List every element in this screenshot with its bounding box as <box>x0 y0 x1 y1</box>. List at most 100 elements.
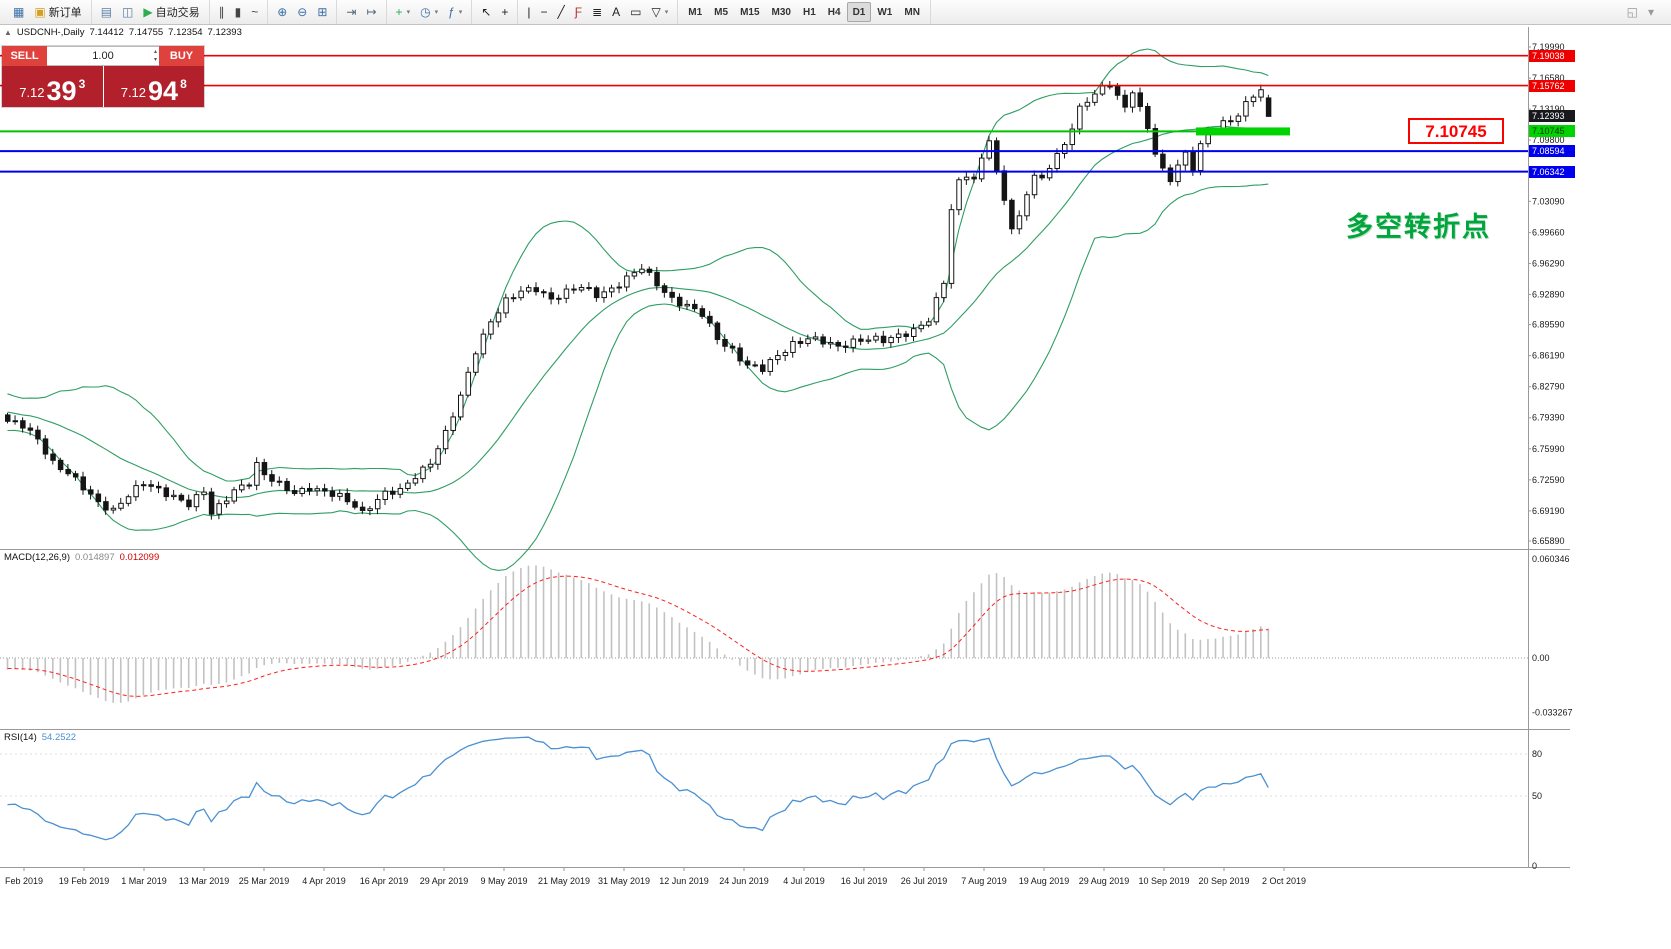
fibonacci-icon-glyph: Ƒ <box>574 5 583 19</box>
crosshair-icon[interactable]: + <box>496 2 513 22</box>
svg-text:0.00: 0.00 <box>1532 653 1550 663</box>
chart-canvas[interactable]: 7.19990 7.16580 7.13190 7.09800 7.06400 7.030… <box>0 25 1671 949</box>
thick-segment-7.10745[interactable] <box>1196 127 1290 136</box>
tf-m15[interactable]: M15 <box>734 2 765 22</box>
app-icon[interactable]: ▦ <box>8 2 29 22</box>
toolbar-group-timeframes: M1 M5 M15 M30 H1 H4 D1 W1 MN <box>678 0 931 24</box>
svg-text:29 Aug 2019: 29 Aug 2019 <box>1079 876 1130 886</box>
tf-m1[interactable]: M1 <box>682 2 708 22</box>
auto-scroll-icon[interactable]: ⇥ <box>341 2 361 22</box>
text-icon[interactable]: A <box>607 2 625 22</box>
overflow-icon[interactable]: ▾ <box>1643 2 1659 22</box>
candlestick-icon[interactable]: ▮ <box>230 2 247 22</box>
zoom-out-icon[interactable]: ⊖ <box>292 2 312 22</box>
arrows-icon[interactable]: ▽ ▾ <box>647 2 674 22</box>
tf-m15-label: M15 <box>740 6 760 18</box>
zoom-in-icon-glyph: ⊕ <box>277 5 288 19</box>
svg-text:50: 50 <box>1532 791 1542 801</box>
svg-text:0: 0 <box>1532 861 1537 871</box>
one-click-trading-widget: SELL 1.00 ▴ ▾ BUY 7.12 39 3 <box>2 46 204 107</box>
app-icon-glyph: ▦ <box>13 5 25 19</box>
new-order-button-label: 新订单 <box>48 7 82 19</box>
svg-text:2 Oct 2019: 2 Oct 2019 <box>1262 876 1306 886</box>
profiles-icon[interactable]: ◫ <box>117 2 138 22</box>
toolbar-group-zoom: ⊕ ⊖ ⊞ <box>268 0 338 24</box>
charts-bar-icon[interactable]: ▤ <box>96 2 117 22</box>
new-chart-button-glyph: + <box>395 5 403 19</box>
tile-windows-icon-glyph: ⊞ <box>317 5 328 19</box>
equidistant-channel-icon[interactable]: ≣ <box>587 2 607 22</box>
bollinger-middle-band <box>7 125 1269 499</box>
buy-button[interactable]: BUY <box>159 46 204 66</box>
auto-trading-button[interactable]: ▶ 自动交易 <box>138 2 204 22</box>
auto-trading-button-label: 自动交易 <box>155 7 200 19</box>
tf-m5-label: M5 <box>714 6 729 18</box>
sell-button[interactable]: SELL <box>2 46 47 66</box>
docking-icon-glyph: ◱ <box>1626 5 1638 19</box>
sell-price[interactable]: 7.12 39 3 <box>2 66 103 107</box>
macd-signal-line <box>7 575 1269 697</box>
new-order-button[interactable]: ▣ 新订单 <box>29 2 86 22</box>
indicators-icon-glyph: ƒ <box>448 5 455 19</box>
svg-text:16 Jul 2019: 16 Jul 2019 <box>841 876 888 886</box>
bar-chart-icon[interactable]: ∥ <box>214 2 230 22</box>
svg-text:16 Apr 2019: 16 Apr 2019 <box>360 876 409 886</box>
tf-h1[interactable]: H1 <box>797 2 822 22</box>
tf-mn[interactable]: MN <box>898 2 926 22</box>
toolbar-group-draw: | − ╱ Ƒ ≣ A ▭ ▽ ▾ <box>518 0 679 24</box>
horizontal-line-icon-glyph: − <box>540 5 548 19</box>
buy-price[interactable]: 7.12 94 8 <box>103 66 204 107</box>
text-label-icon[interactable]: ▭ <box>625 2 646 22</box>
vertical-line-icon-glyph: | <box>527 5 531 19</box>
svg-text:12 Jun 2019: 12 Jun 2019 <box>659 876 709 886</box>
indicators-icon-dropdown[interactable]: ▾ <box>458 9 463 16</box>
period-icon-dropdown[interactable]: ▾ <box>434 9 439 16</box>
new-chart-button[interactable]: + ▾ <box>391 2 416 22</box>
svg-text:6.89590: 6.89590 <box>1532 320 1565 330</box>
svg-text:80: 80 <box>1532 749 1542 759</box>
tf-h4[interactable]: H4 <box>822 2 847 22</box>
arrows-icon-dropdown[interactable]: ▾ <box>664 9 669 16</box>
chart-shift-icon[interactable]: ↦ <box>361 2 381 22</box>
chart-annotation-text[interactable]: 多空转折点 <box>1346 212 1491 242</box>
svg-text:24 Jun 2019: 24 Jun 2019 <box>719 876 769 886</box>
volume-input[interactable]: 1.00 ▴ ▾ <box>47 46 159 66</box>
docking-icon[interactable]: ◱ <box>1622 2 1643 22</box>
support-level-callout[interactable]: 7.10745 <box>1408 118 1504 144</box>
horizontal-line-icon[interactable]: − <box>535 2 552 22</box>
period-icon-glyph: ◷ <box>420 5 431 19</box>
tile-windows-icon[interactable]: ⊞ <box>312 2 332 22</box>
toolbar-group-file: ▦ ▣ 新订单 <box>4 0 92 24</box>
period-icon[interactable]: ◷ ▾ <box>415 2 443 22</box>
tf-m1-label: M1 <box>688 6 703 18</box>
vertical-line-icon[interactable]: | <box>522 2 535 22</box>
chart-region[interactable]: 7.19990 7.16580 7.13190 7.09800 7.06400 7.030… <box>0 25 1671 949</box>
volume-down-button[interactable]: ▾ <box>153 57 157 63</box>
svg-text:25 Mar 2019: 25 Mar 2019 <box>239 876 290 886</box>
tf-w1[interactable]: W1 <box>871 2 898 22</box>
rsi-line <box>7 736 1269 841</box>
tf-m30[interactable]: M30 <box>766 2 797 22</box>
tf-d1[interactable]: D1 <box>846 2 872 22</box>
buy-price-pips: 94 <box>148 76 179 107</box>
volume-up-button[interactable]: ▴ <box>153 49 157 55</box>
zoom-in-icon[interactable]: ⊕ <box>272 2 292 22</box>
auto-trading-button-glyph: ▶ <box>143 5 153 19</box>
indicators-icon[interactable]: ƒ ▾ <box>443 2 467 22</box>
fibonacci-icon[interactable]: Ƒ <box>570 2 587 22</box>
tf-m5[interactable]: M5 <box>708 2 734 22</box>
trendline-icon[interactable]: ╱ <box>553 2 570 22</box>
crosshair-icon-glyph: + <box>501 5 509 19</box>
tf-d1-label: D1 <box>852 6 866 18</box>
svg-text:7.13190: 7.13190 <box>1532 104 1565 114</box>
svg-text:31 May 2019: 31 May 2019 <box>598 876 650 886</box>
bollinger-bands <box>7 48 1269 571</box>
new-chart-button-dropdown[interactable]: ▾ <box>406 9 411 16</box>
line-chart-icon[interactable]: ~ <box>246 2 263 22</box>
svg-text:6.79390: 6.79390 <box>1532 413 1565 423</box>
cursor-icon[interactable]: ↖ <box>476 2 496 22</box>
auto-scroll-icon-glyph: ⇥ <box>346 5 357 19</box>
candlesticks[interactable] <box>5 80 1272 520</box>
svg-text:4 Apr 2019: 4 Apr 2019 <box>302 876 346 886</box>
text-icon-glyph: A <box>612 5 621 19</box>
